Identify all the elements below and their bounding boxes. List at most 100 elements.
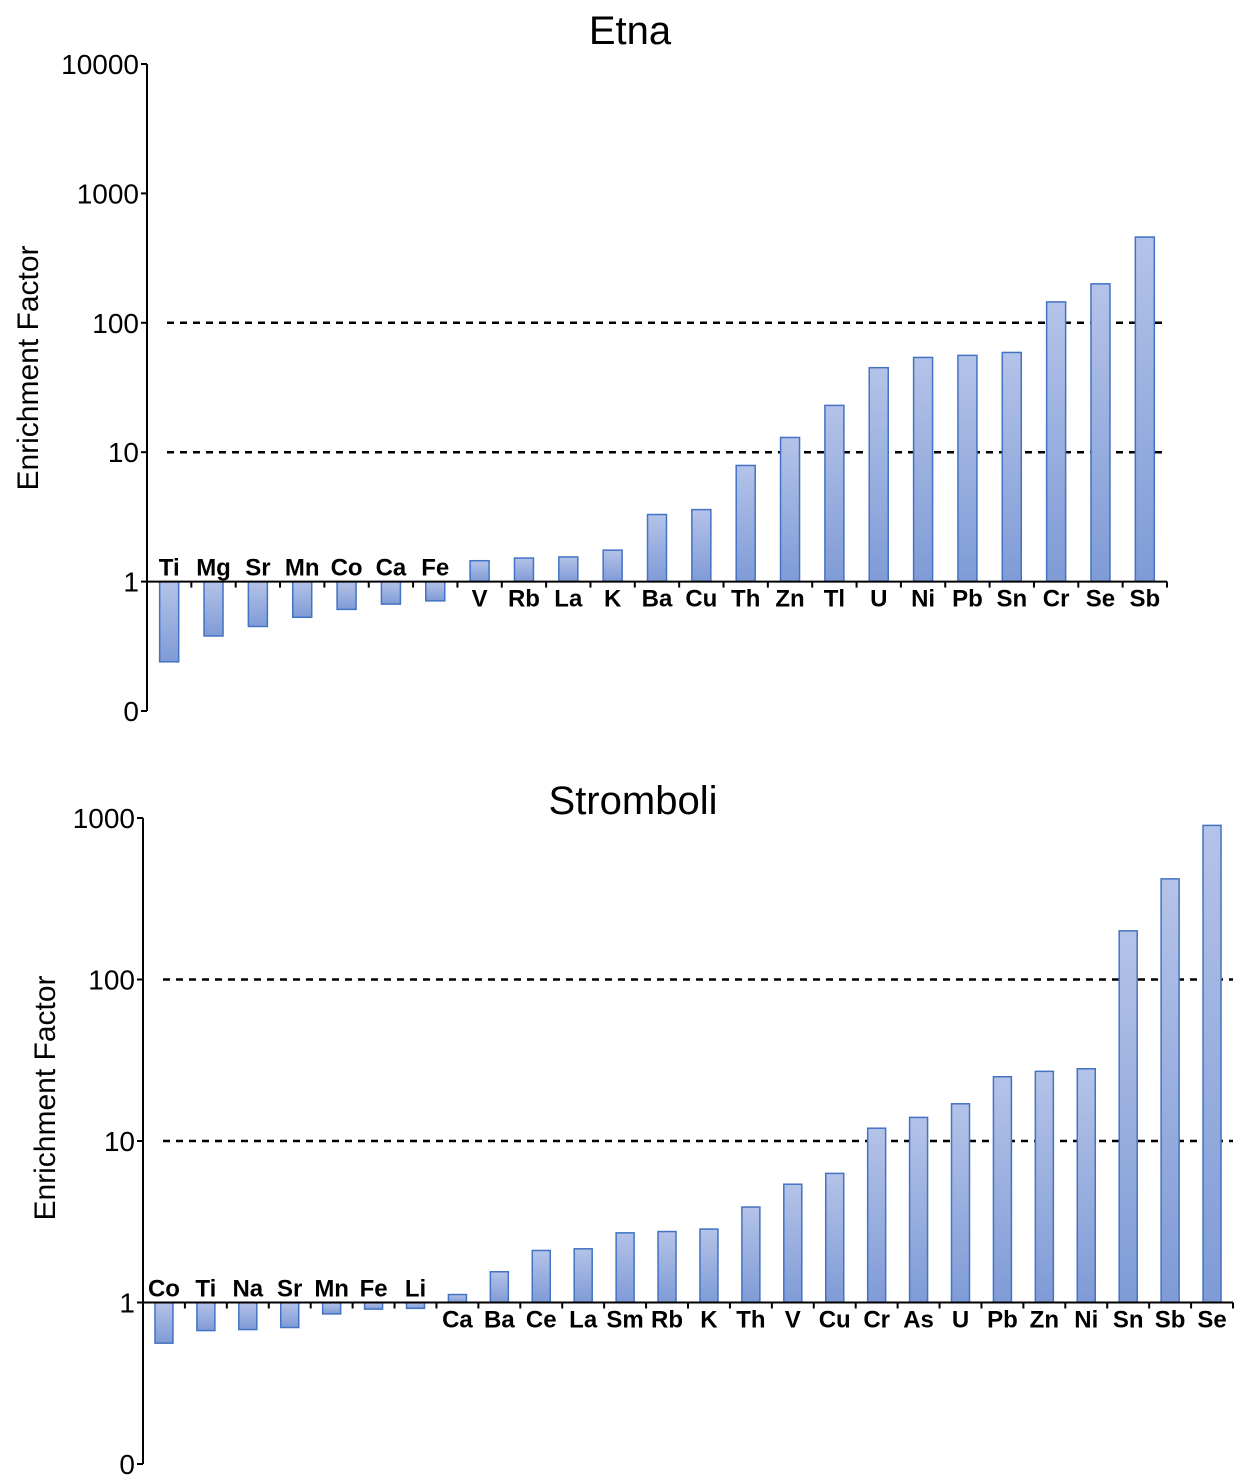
chart2-category-label: Zn	[1030, 1307, 1059, 1334]
chart1-category-label: Th	[731, 586, 760, 613]
chart2-category-label: Fe	[360, 1276, 388, 1303]
chart2-y-tick-label: 1	[119, 1288, 135, 1319]
chart2-bar-la	[573, 1248, 593, 1304]
chart2-category-label: Sb	[1155, 1307, 1186, 1334]
chart1-bar-rb	[513, 557, 535, 583]
chart1-bar-ca	[380, 580, 402, 605]
chart2-category-label: Ba	[484, 1307, 515, 1334]
chart1-bar-cu	[691, 508, 712, 583]
chart1-y-axis-label: Enrichment Factor	[12, 245, 45, 490]
chart2-bar-as	[908, 1116, 929, 1304]
chart1-bar-pb	[957, 354, 978, 583]
chart2-bar-v	[783, 1183, 803, 1304]
chart1-bar-co	[336, 580, 357, 611]
chart2-category-label: Ca	[442, 1307, 473, 1334]
chart1-y-tick-label: 1	[123, 567, 139, 598]
chart1-bar-fe	[425, 580, 446, 602]
chart2-category-label: Ce	[526, 1307, 557, 1334]
chart2-bar-sr	[279, 1301, 300, 1329]
chart2-y-tick-label: 0	[119, 1449, 135, 1477]
chart2-bar-rb	[657, 1230, 677, 1304]
chart1-category-label: V	[472, 586, 488, 613]
chart2-bar-ce	[531, 1249, 552, 1304]
chart2-category-label: K	[700, 1307, 718, 1334]
chart2-bar-ba	[489, 1271, 510, 1304]
chart1-category-label: Ti	[159, 555, 180, 582]
chart2-category-label: As	[903, 1307, 934, 1334]
chart2-category-label: Na	[232, 1276, 263, 1303]
chart2-category-label: Se	[1197, 1307, 1226, 1334]
chart1-category-label: Cr	[1043, 586, 1070, 613]
chart2-bar-cr	[866, 1127, 887, 1304]
chart1-y-tick-label: 0	[123, 696, 139, 727]
chart1-panel: Etna Enrichment Factor 0 1 10 100 1000 10000 Ti M…	[12, 9, 1168, 727]
chart2-bar-k	[699, 1228, 719, 1304]
chart2-category-label: Rb	[651, 1307, 683, 1334]
chart2-y-axis-label: Enrichment Factor	[29, 975, 62, 1220]
chart2-category-label: La	[569, 1307, 598, 1334]
chart1-category-label: Sr	[245, 555, 270, 582]
chart2-bar-cu	[824, 1172, 845, 1304]
chart2-y-tick-label: 100	[88, 965, 135, 996]
chart1-bar-mg	[203, 580, 224, 637]
chart2-bar-sn	[1118, 930, 1138, 1304]
chart1-category-label: Cu	[685, 586, 717, 613]
chart1-category-label: Fe	[421, 555, 449, 582]
chart2-bar-ti	[196, 1301, 216, 1332]
chart1-bar-k	[602, 549, 623, 583]
chart1-bar-ni	[912, 356, 934, 583]
chart2-category-label: Ni	[1074, 1307, 1098, 1334]
chart1-bar-mn	[291, 580, 313, 619]
chart1-bar-tl	[824, 404, 845, 583]
chart1-category-label: Se	[1086, 586, 1115, 613]
chart1-category-label: Co	[331, 555, 363, 582]
chart2-bar-co	[154, 1301, 174, 1344]
chart2-category-label: Cr	[863, 1307, 890, 1334]
chart2-y-tick-label: 1000	[73, 803, 135, 834]
chart1-y-tick-label: 1000	[77, 178, 139, 209]
chart1-category-label: La	[554, 586, 583, 613]
chart1-category-label: U	[870, 586, 887, 613]
chart1-category-label: Ni	[911, 586, 935, 613]
chart2-panel: Stromboli Enrichment Factor 0 1 10 100 1000 Co T…	[29, 779, 1234, 1480]
chart2-bar-u	[950, 1103, 971, 1304]
chart1-y-tick-label: 100	[92, 308, 139, 339]
chart2-bar-sm	[615, 1232, 635, 1304]
chart1-category-label: Mg	[196, 555, 231, 582]
chart1-category-label: Sb	[1129, 586, 1160, 613]
chart1-bar-th	[735, 464, 756, 583]
chart2-bar-ni	[1076, 1068, 1097, 1304]
chart2-bar-mn	[321, 1301, 342, 1315]
chart1-bar-cr	[1045, 301, 1067, 583]
chart2-category-label: Sm	[606, 1307, 643, 1334]
chart1-bar-ba	[646, 513, 668, 583]
chart1-bar-zn	[779, 436, 801, 583]
chart2-category-label: Mn	[314, 1276, 349, 1303]
chart2-category-label: Co	[148, 1276, 180, 1303]
chart1-bar-u	[868, 366, 889, 583]
chart2-category-label: Ti	[195, 1276, 216, 1303]
chart1-category-label: Rb	[508, 586, 540, 613]
chart1-bar-se	[1090, 283, 1111, 583]
chart2-y-tick-label: 10	[104, 1126, 135, 1157]
chart2-category-label: Sr	[277, 1276, 302, 1303]
chart2-bar-ca	[447, 1293, 468, 1304]
chart1-bar-v	[469, 559, 490, 583]
chart2-bar-sb	[1160, 878, 1180, 1304]
chart1-category-label: Pb	[952, 586, 983, 613]
chart2-category-label: Li	[405, 1276, 426, 1303]
chart1-category-label: Ba	[642, 586, 673, 613]
chart2-category-label: Sn	[1113, 1307, 1144, 1334]
chart1-y-tick-label: 10000	[61, 49, 139, 80]
chart1-y-tick-label: 10	[108, 437, 139, 468]
chart1-category-label: Ca	[376, 555, 407, 582]
chart1-category-label: Tl	[824, 586, 845, 613]
chart2-bar-th	[741, 1206, 761, 1304]
chart1-bar-sb	[1134, 236, 1156, 583]
chart2-category-label: U	[952, 1307, 969, 1334]
chart1-category-label: Sn	[996, 586, 1027, 613]
chart1-bar-la	[558, 556, 579, 583]
chart2-category-label: Th	[736, 1307, 765, 1334]
